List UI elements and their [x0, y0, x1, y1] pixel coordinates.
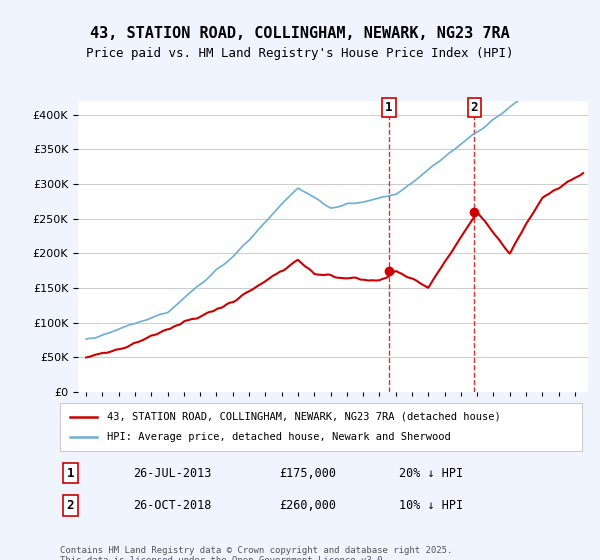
Text: 43, STATION ROAD, COLLINGHAM, NEWARK, NG23 7RA (detached house): 43, STATION ROAD, COLLINGHAM, NEWARK, NG… [107, 412, 501, 422]
Text: 26-OCT-2018: 26-OCT-2018 [133, 499, 211, 512]
Text: 26-JUL-2013: 26-JUL-2013 [133, 466, 211, 479]
Text: £175,000: £175,000 [279, 466, 336, 479]
Text: 10% ↓ HPI: 10% ↓ HPI [400, 499, 463, 512]
Text: Contains HM Land Registry data © Crown copyright and database right 2025.
This d: Contains HM Land Registry data © Crown c… [60, 546, 452, 560]
Text: 43, STATION ROAD, COLLINGHAM, NEWARK, NG23 7RA: 43, STATION ROAD, COLLINGHAM, NEWARK, NG… [90, 26, 510, 41]
Text: £260,000: £260,000 [279, 499, 336, 512]
Text: 20% ↓ HPI: 20% ↓ HPI [400, 466, 463, 479]
Text: HPI: Average price, detached house, Newark and Sherwood: HPI: Average price, detached house, Newa… [107, 432, 451, 442]
Text: 1: 1 [67, 466, 74, 479]
Text: 2: 2 [67, 499, 74, 512]
Text: Price paid vs. HM Land Registry's House Price Index (HPI): Price paid vs. HM Land Registry's House … [86, 46, 514, 60]
Text: 1: 1 [385, 101, 392, 114]
Text: 2: 2 [470, 101, 478, 114]
